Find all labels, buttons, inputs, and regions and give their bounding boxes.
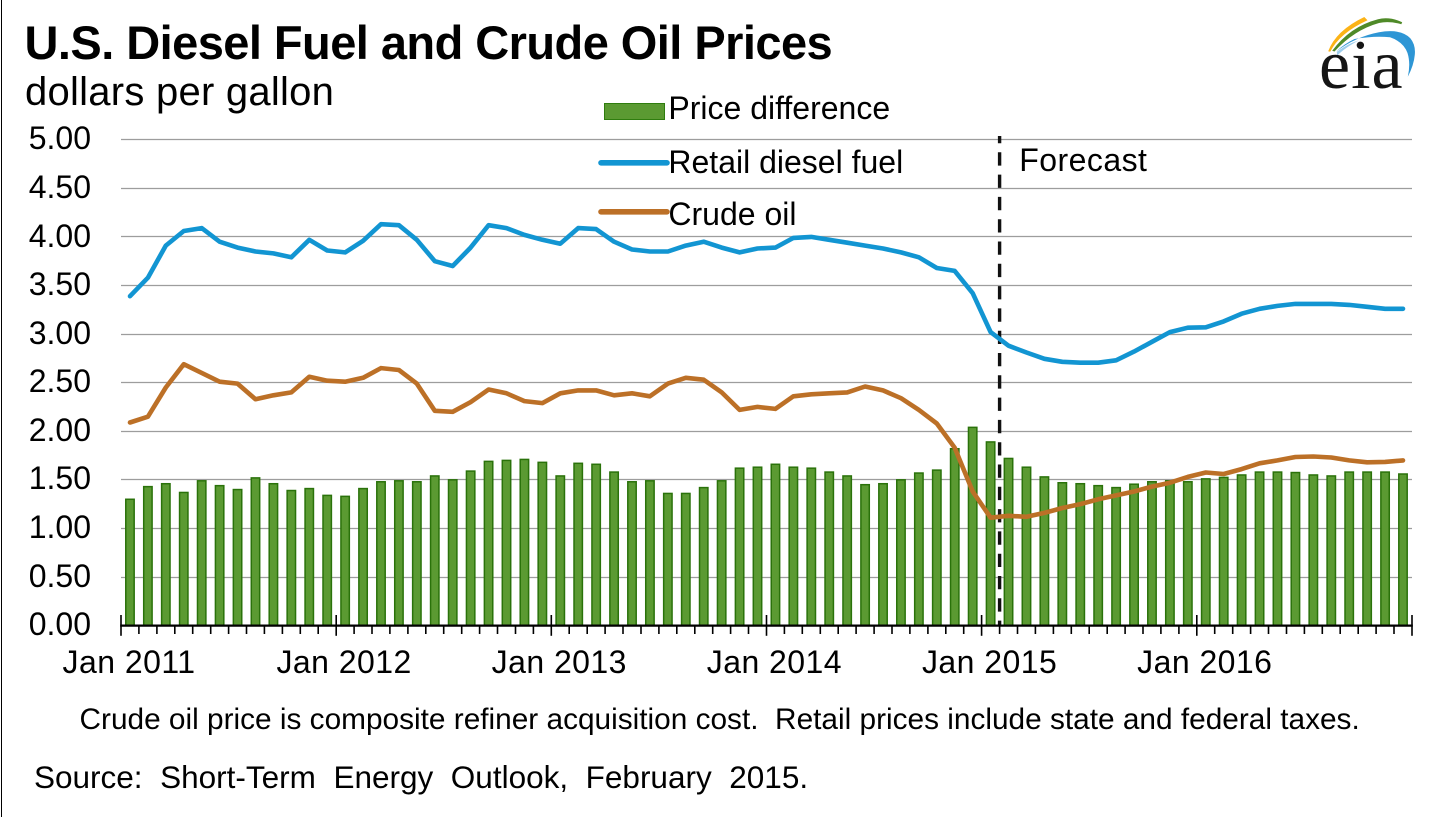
svg-text:eia: eia bbox=[1319, 27, 1404, 103]
